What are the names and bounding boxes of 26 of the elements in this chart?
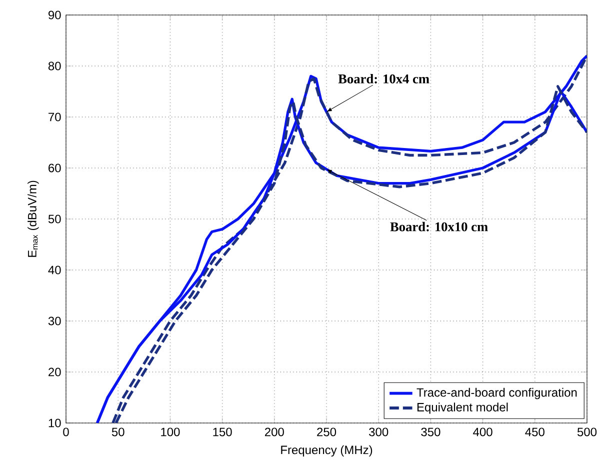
- annotation: Board: 10x4 cm: [338, 74, 430, 84]
- y-axis-title: E$_{max}$ (dBuV/m): [28, 180, 39, 257]
- x-tick-label: 100: [161, 428, 180, 436]
- y-tick-label: 20: [48, 368, 61, 376]
- x-tick-label: 150: [213, 428, 232, 436]
- y-tick-label: 60: [48, 164, 61, 172]
- x-tick-label: 250: [317, 428, 336, 436]
- y-tick-label: 80: [48, 62, 61, 70]
- y-tick-label: 90: [48, 10, 61, 20]
- x-tick-label: 400: [473, 428, 492, 436]
- x-tick-label: 0: [63, 428, 69, 436]
- x-tick-label: 500: [577, 428, 597, 436]
- legend-label: Trace-and-board configuration: [416, 388, 577, 400]
- annotation: Board: 10x10 cm: [390, 222, 488, 232]
- x-tick-label: 300: [369, 428, 388, 436]
- y-tick-label: 40: [48, 266, 61, 274]
- x-tick-label: 50: [112, 428, 124, 436]
- y-tick-label: 10: [48, 418, 61, 428]
- x-tick-label: 200: [264, 428, 284, 436]
- x-axis-title: Frequency (MHz): [281, 445, 372, 457]
- x-tick-label: 350: [421, 428, 440, 436]
- legend-label: Equivalent model: [417, 402, 508, 414]
- y-tick-label: 50: [48, 214, 61, 224]
- y-tick-label: 30: [48, 316, 61, 326]
- y-tick-label: 70: [48, 112, 61, 122]
- x-tick-label: 450: [525, 428, 544, 436]
